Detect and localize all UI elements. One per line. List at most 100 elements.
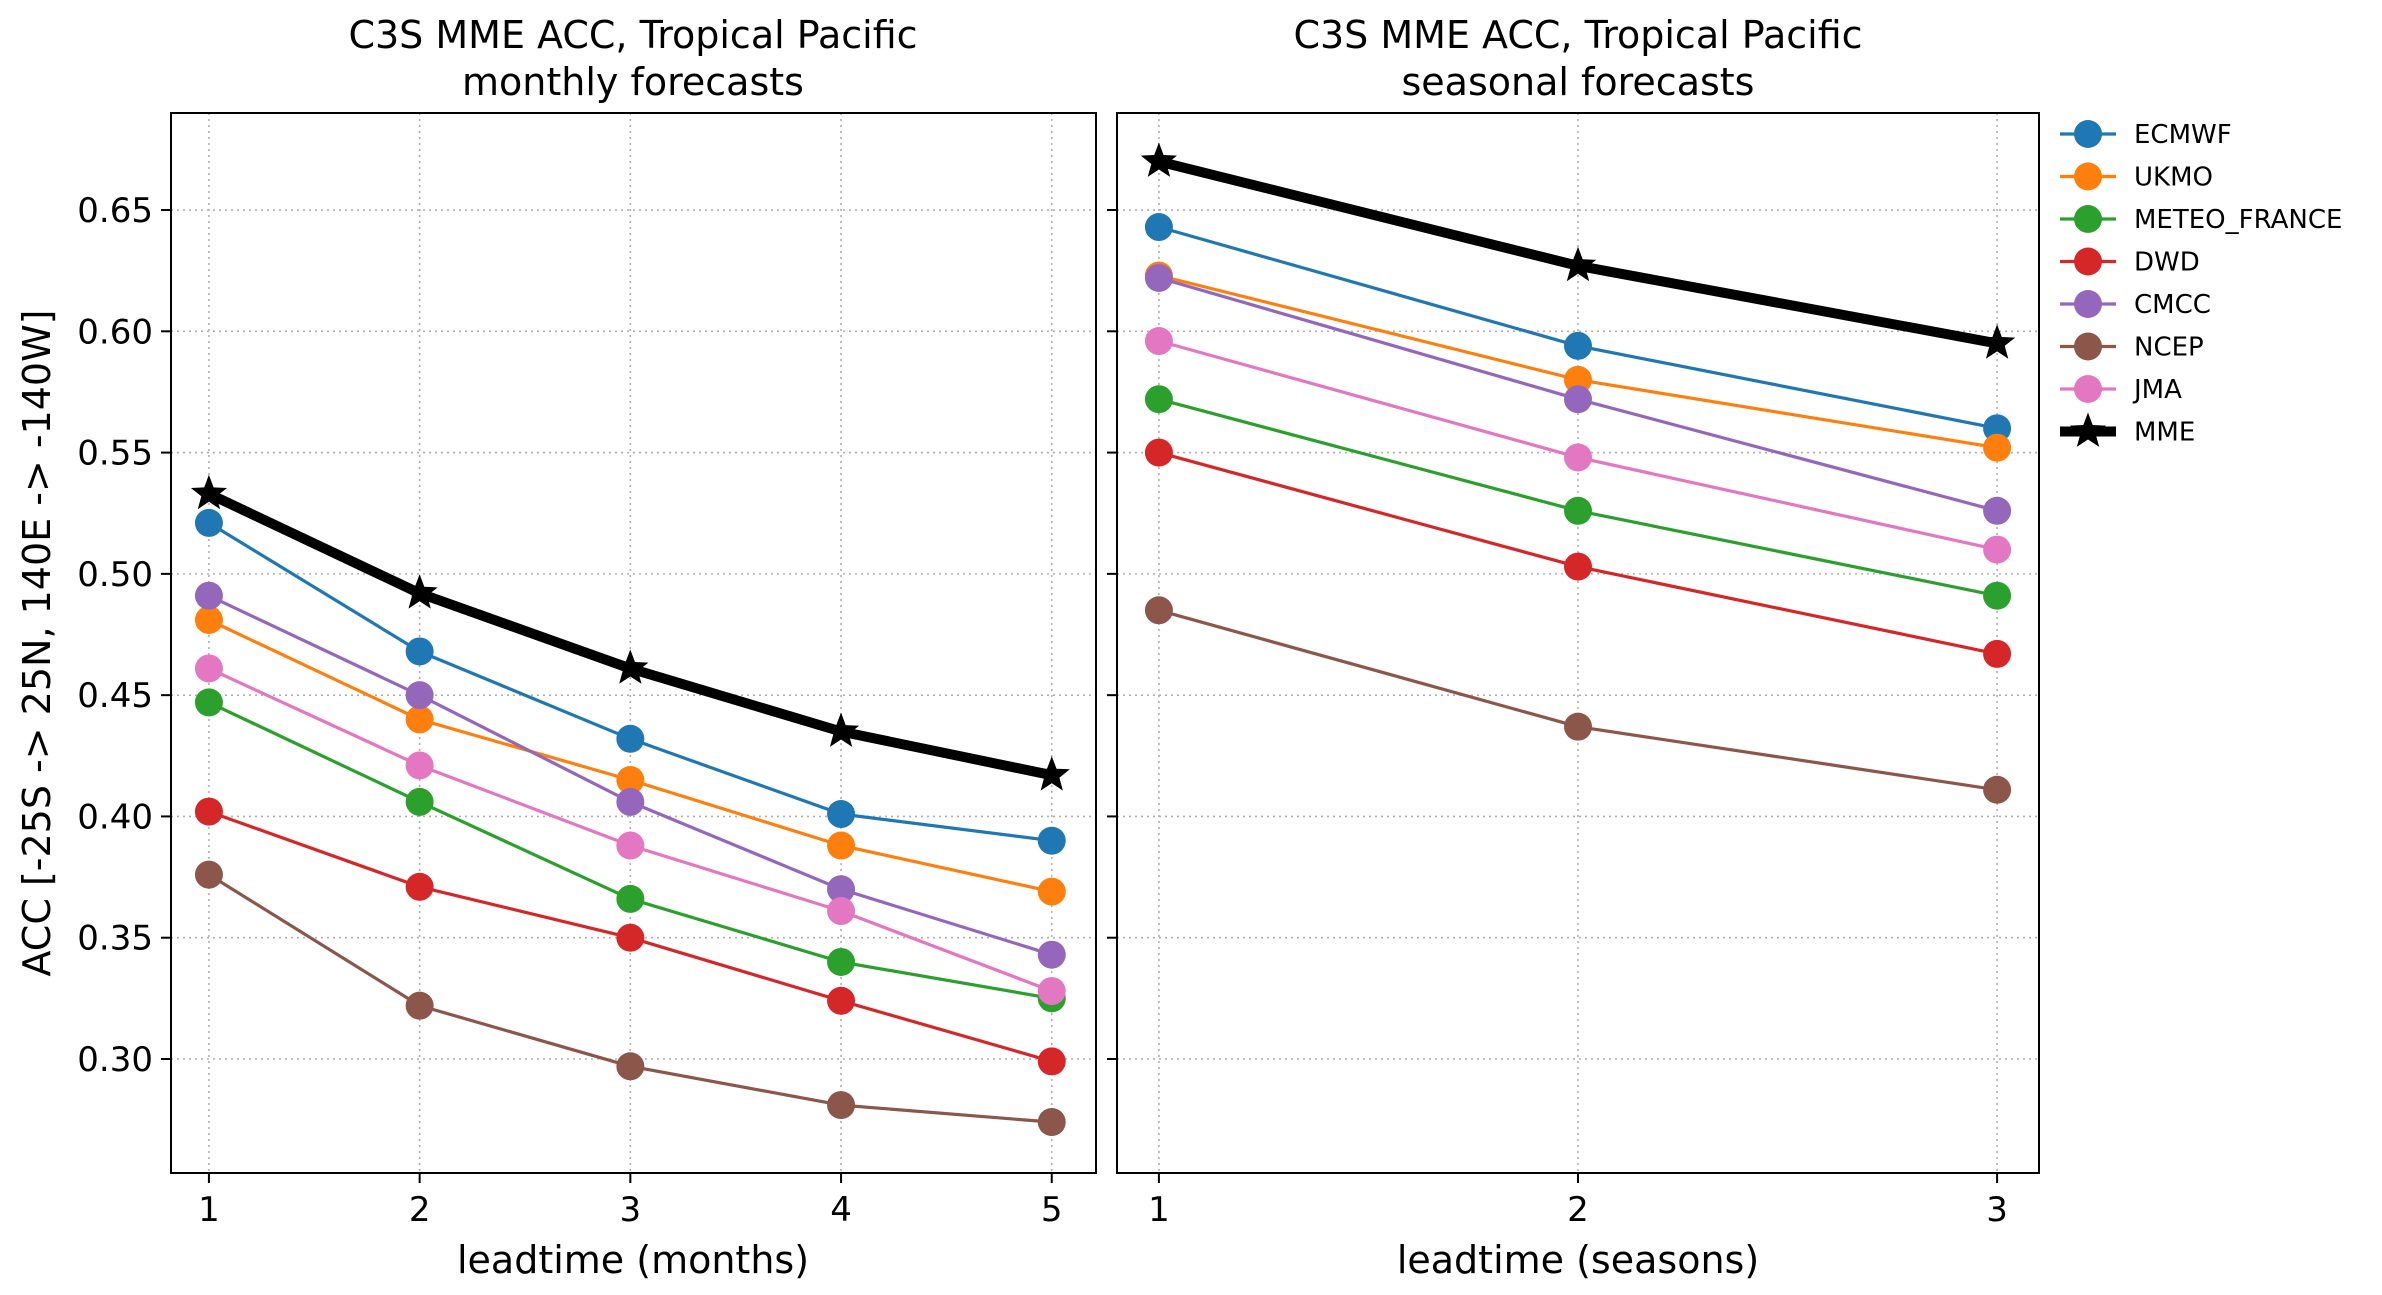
x-tick-label: 3 xyxy=(1986,1190,2008,1230)
y-tick-label: 0.50 xyxy=(77,555,153,595)
series-point-ecmwf xyxy=(1564,331,1592,360)
legend-marker-ukmo xyxy=(2074,162,2102,191)
legend-marker-mme xyxy=(2069,412,2107,447)
series-point-ukmo xyxy=(1564,365,1592,394)
series-point-ncep xyxy=(1037,1108,1066,1137)
series-point-ecmwf xyxy=(1144,213,1173,242)
legend-label-mme: MME xyxy=(2134,418,2195,448)
series-point-cmcc xyxy=(616,787,645,816)
series-point-meteo_france xyxy=(1983,581,2012,610)
series-point-ecmwf xyxy=(616,724,645,753)
seasonal-panel: C3S MME ACC, Tropical Pacific seasonal f… xyxy=(1107,13,2040,1282)
monthly-panel: C3S MME ACC, Tropical Pacific monthly fo… xyxy=(15,13,1097,1282)
series-point-ecmwf xyxy=(1983,414,2012,443)
series-point-meteo_france xyxy=(1144,385,1173,414)
series-point-dwd xyxy=(1144,438,1173,467)
series-point-cmcc xyxy=(1564,385,1592,414)
legend: ECMWF UKMO METEO_FRANCE DWD CMCC NCEP JMA MME xyxy=(2060,120,2342,448)
y-tick-label: 0.55 xyxy=(77,434,153,474)
series-point-meteo_france xyxy=(827,947,856,976)
x-tick-label: 4 xyxy=(830,1190,852,1230)
y-tick-label: 0.65 xyxy=(77,191,153,231)
y-tick-label: 0.45 xyxy=(77,676,153,716)
y-tick-label: 0.35 xyxy=(77,919,153,959)
series-point-dwd xyxy=(1037,1047,1066,1076)
series-point-dwd xyxy=(616,923,645,952)
seasonal-x-axis-label: leadtime (seasons) xyxy=(1397,1238,1759,1282)
x-tick-label: 3 xyxy=(620,1190,642,1230)
series-point-meteo_france xyxy=(405,787,434,816)
x-tick-label: 1 xyxy=(198,1190,220,1230)
legend-marker-dwd xyxy=(2074,247,2102,276)
series-point-ncep xyxy=(194,860,223,889)
series-point-meteo_france xyxy=(1564,496,1592,525)
y-tick-label: 0.30 xyxy=(77,1040,153,1080)
series-point-dwd xyxy=(405,872,434,901)
series-point-cmcc xyxy=(1144,263,1173,292)
series-point-mme xyxy=(612,649,649,684)
y-tick-label: 0.40 xyxy=(77,797,153,837)
seasonal-series xyxy=(1140,142,2016,804)
series-point-mme xyxy=(1559,246,1597,282)
series-point-jma xyxy=(1983,535,2012,564)
series-line-ukmo xyxy=(1158,273,1998,450)
series-point-jma xyxy=(827,897,856,926)
series-point-cmcc xyxy=(194,581,223,610)
series-point-jma xyxy=(1037,977,1066,1006)
monthly-series xyxy=(190,474,1070,1137)
series-point-ukmo xyxy=(1983,433,2012,462)
series-point-ecmwf xyxy=(1037,826,1066,855)
seasonal-title: C3S MME ACC, Tropical Pacific xyxy=(1293,13,1862,57)
legend-label-dwd: DWD xyxy=(2134,248,2200,278)
series-point-ncep xyxy=(405,991,434,1020)
series-point-mme xyxy=(401,574,438,609)
monthly-plot-frame xyxy=(170,112,1097,1174)
series-point-ncep xyxy=(1144,596,1173,625)
series-point-cmcc xyxy=(827,875,856,904)
monthly-ticks: 1 2 3 4 5 0.30 0.35 0.40 0.45 0.50 0.55 0.60 0.65 xyxy=(77,191,1062,1230)
legend-label-ncep: NCEP xyxy=(2134,333,2204,363)
legend-label-ecmwf: ECMWF xyxy=(2134,120,2232,150)
seasonal-subtitle: seasonal forecasts xyxy=(1402,60,1755,104)
series-point-ecmwf xyxy=(827,800,856,829)
series-point-mme xyxy=(190,474,227,510)
series-point-jma xyxy=(1144,327,1173,356)
series-point-ukmo xyxy=(1037,877,1066,906)
monthly-subtitle: monthly forecasts xyxy=(462,60,804,104)
series-point-dwd xyxy=(1564,552,1592,581)
x-tick-label: 1 xyxy=(1148,1190,1170,1230)
series-point-mme xyxy=(823,712,860,747)
legend-marker-ecmwf xyxy=(2074,120,2102,148)
series-point-ukmo xyxy=(405,705,434,734)
series-point-ncep xyxy=(616,1052,645,1081)
legend-label-ukmo: UKMO xyxy=(2134,163,2213,193)
series-point-ecmwf xyxy=(405,637,434,666)
series-point-dwd xyxy=(827,986,856,1015)
series-point-mme xyxy=(1140,142,1177,177)
monthly-title: C3S MME ACC, Tropical Pacific xyxy=(348,13,917,57)
series-point-mme xyxy=(1979,324,2016,359)
series-point-dwd xyxy=(1983,639,2012,668)
legend-label-meteo_france: METEO_FRANCE xyxy=(2134,205,2342,235)
series-point-ncep xyxy=(1564,712,1592,741)
monthly-x-axis-label: leadtime (months) xyxy=(457,1238,809,1282)
series-point-ecmwf xyxy=(194,508,223,537)
legend-marker-jma xyxy=(2074,375,2102,403)
x-tick-label: 2 xyxy=(409,1190,431,1230)
series-point-mme xyxy=(1033,756,1070,791)
x-tick-label: 2 xyxy=(1567,1190,1589,1230)
series-point-meteo_france xyxy=(194,688,223,717)
legend-marker-cmcc xyxy=(2074,290,2102,318)
seasonal-ticks: 1 2 3 xyxy=(1107,209,2008,1230)
series-point-jma xyxy=(1564,443,1592,472)
series-point-jma xyxy=(194,654,223,683)
series-point-ncep xyxy=(1983,775,2012,804)
series-point-cmcc xyxy=(1037,940,1066,969)
series-point-ukmo xyxy=(194,605,223,634)
y-axis-label: ACC [-25S -> 25N, 140E -> -140W] xyxy=(15,309,59,976)
series-point-jma xyxy=(616,831,645,860)
series-point-ncep xyxy=(827,1091,856,1120)
legend-marker-ncep xyxy=(2074,332,2102,361)
legend-label-cmcc: CMCC xyxy=(2134,290,2211,320)
